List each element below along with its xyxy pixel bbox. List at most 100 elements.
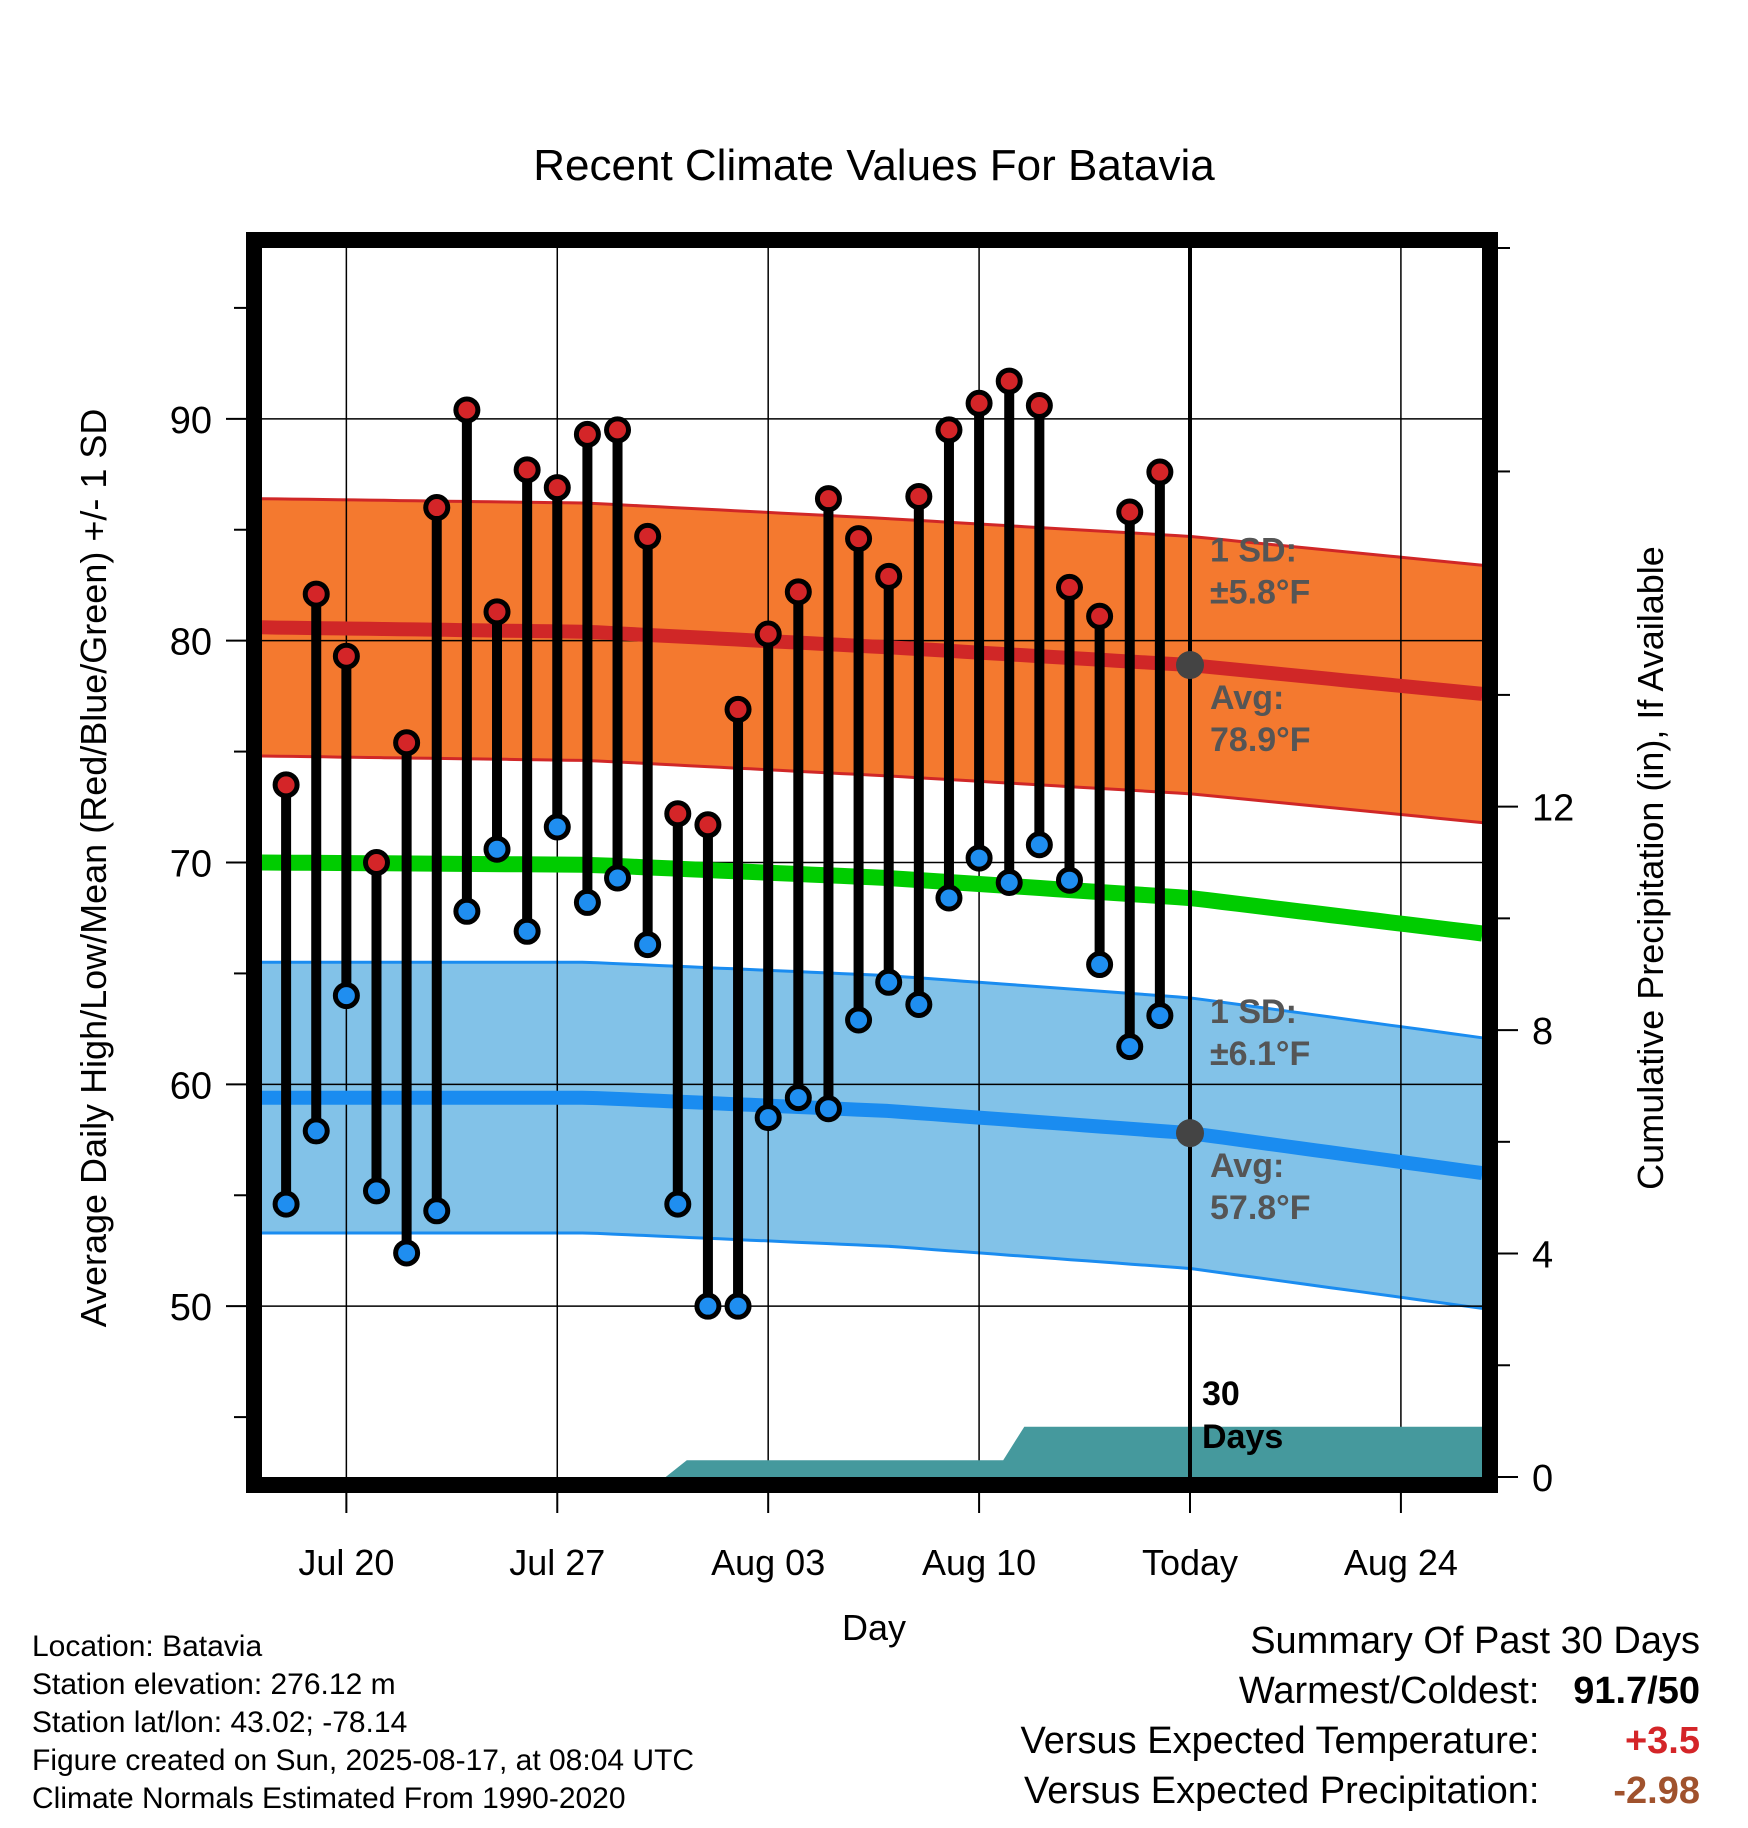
low-point-5 [423, 1197, 451, 1225]
low-sd-label: 1 SD: [1210, 993, 1297, 1031]
x-tick-label-1: Jul 27 [509, 1542, 605, 1583]
low-point-20 [875, 968, 903, 996]
low-point-10 [573, 888, 601, 916]
low-point-13 [664, 1190, 692, 1218]
high-point-24 [995, 367, 1023, 395]
high-point-23 [965, 389, 993, 417]
today-label-line-2: Days [1202, 1418, 1283, 1456]
normal-mean-line [261, 854, 1484, 942]
x-tick-label-0: Jul 20 [298, 1542, 394, 1583]
temp-value: +3.5 [1624, 1720, 1700, 1762]
high-point-17 [784, 578, 812, 606]
y-tick-label-80: 80 [170, 622, 212, 664]
low-point-11 [604, 864, 632, 892]
low-point-7 [483, 835, 511, 863]
high-point-11 [604, 416, 632, 444]
low-point-0 [272, 1190, 300, 1218]
normals-text: Climate Normals Estimated From 1990-2020 [32, 1782, 626, 1815]
low-point-19 [845, 1006, 873, 1034]
low-avg-label: Avg: [1210, 1147, 1284, 1185]
summary-temp: Versus Expected Temperature: +3.5 [1021, 1720, 1700, 1770]
high-point-5 [423, 494, 451, 522]
low-sd-band [262, 962, 1483, 1309]
plot-frame [246, 232, 1498, 1493]
low-sd-lower-edge [262, 1231, 1483, 1310]
low-point-9 [543, 813, 571, 841]
y-tick-label-60: 60 [170, 1065, 212, 1107]
today-marker: 30 Days [1188, 248, 1283, 1477]
high-point-12 [634, 522, 662, 550]
high-point-25 [1025, 392, 1053, 420]
daily-range-bars [281, 381, 1165, 1307]
low-point-3 [362, 1177, 390, 1205]
low-point-15 [724, 1292, 752, 1320]
high-point-22 [935, 416, 963, 444]
low-point-12 [634, 931, 662, 959]
high-point-18 [814, 485, 842, 513]
high-sd-label: 1 SD: [1210, 531, 1297, 569]
elevation-text: Station elevation: 276.12 m [32, 1668, 396, 1701]
y2-tick-label-0: 0 [1532, 1458, 1553, 1500]
low-point-26 [1055, 866, 1083, 894]
summary-title: Summary Of Past 30 Days [1250, 1620, 1700, 1662]
high-point-4 [393, 729, 421, 757]
low-sd-value: ±6.1°F [1210, 1035, 1310, 1073]
chart-title: Recent Climate Values For Batavia [533, 141, 1215, 190]
high-avg-label: Avg: [1210, 679, 1284, 717]
high-point-1 [302, 580, 330, 608]
low-point-6 [453, 897, 481, 925]
y2-axis-label: Cumulative Precipitation (in), If Availa… [1630, 546, 1671, 1190]
x-tick-label-5: Aug 24 [1344, 1542, 1458, 1583]
warm-cold-label: Warmest/Coldest: [1238, 1670, 1540, 1712]
low-point-8 [513, 917, 541, 945]
y2-tick-label-12: 12 [1532, 788, 1574, 830]
annotations: 1 SD: ±5.8°F Avg: 78.9°F 1 SD: ±6.1°F Avg: 57.8… [1210, 531, 1311, 1227]
high-point-7 [483, 598, 511, 626]
low-point-21 [905, 990, 933, 1018]
latlon-text: Station lat/lon: 43.02; -78.14 [32, 1706, 408, 1739]
low-point-4 [393, 1239, 421, 1267]
high-point-0 [272, 771, 300, 799]
summary-warm-cold: Warmest/Coldest: 91.7/50 [1021, 1670, 1700, 1720]
low-point-29 [1146, 1002, 1174, 1030]
low-point-23 [965, 844, 993, 872]
high-point-9 [543, 474, 571, 502]
y-tick-label-50: 50 [170, 1287, 212, 1329]
low-point-28 [1116, 1033, 1144, 1061]
low-point-18 [814, 1095, 842, 1123]
precipitation-area [262, 1426, 1483, 1477]
low-sd-upper-edge [262, 960, 1483, 1040]
low-point-27 [1086, 951, 1114, 979]
x-tick-label-3: Aug 10 [922, 1542, 1036, 1583]
low-point-16 [754, 1104, 782, 1132]
high-point-13 [664, 800, 692, 828]
today-low-avg-marker [1176, 1119, 1204, 1148]
high-point-6 [453, 396, 481, 424]
precip-value: -2.98 [1613, 1770, 1700, 1812]
high-sd-band [262, 498, 1483, 823]
high-point-2 [332, 642, 360, 670]
high-point-10 [573, 420, 601, 448]
summary-panel: Summary Of Past 30 Days Warmest/Coldest:… [1021, 1620, 1700, 1820]
cumulative-precipitation-area [262, 1426, 1483, 1477]
today-high-avg-marker [1176, 651, 1204, 680]
high-point-14 [694, 811, 722, 839]
temp-label: Versus Expected Temperature: [1020, 1720, 1540, 1762]
low-point-17 [784, 1084, 812, 1112]
summary-precip: Versus Expected Precipitation: -2.98 [1021, 1770, 1700, 1820]
y2-tick-label-4: 4 [1532, 1235, 1553, 1277]
location-text: Location: Batavia [32, 1630, 263, 1663]
high-point-29 [1146, 458, 1174, 486]
plot-border [246, 232, 1498, 1493]
low-point-22 [935, 884, 963, 912]
high-avg-value: 78.9°F [1210, 721, 1311, 759]
high-point-8 [513, 456, 541, 484]
high-point-20 [875, 562, 903, 590]
y-tick-label-70: 70 [170, 844, 212, 886]
warm-cold-value: 91.7/50 [1573, 1670, 1700, 1712]
low-point-1 [302, 1117, 330, 1145]
high-point-26 [1055, 573, 1083, 601]
low-point-2 [332, 982, 360, 1010]
daily-dots [272, 367, 1204, 1320]
high-point-19 [845, 525, 873, 553]
